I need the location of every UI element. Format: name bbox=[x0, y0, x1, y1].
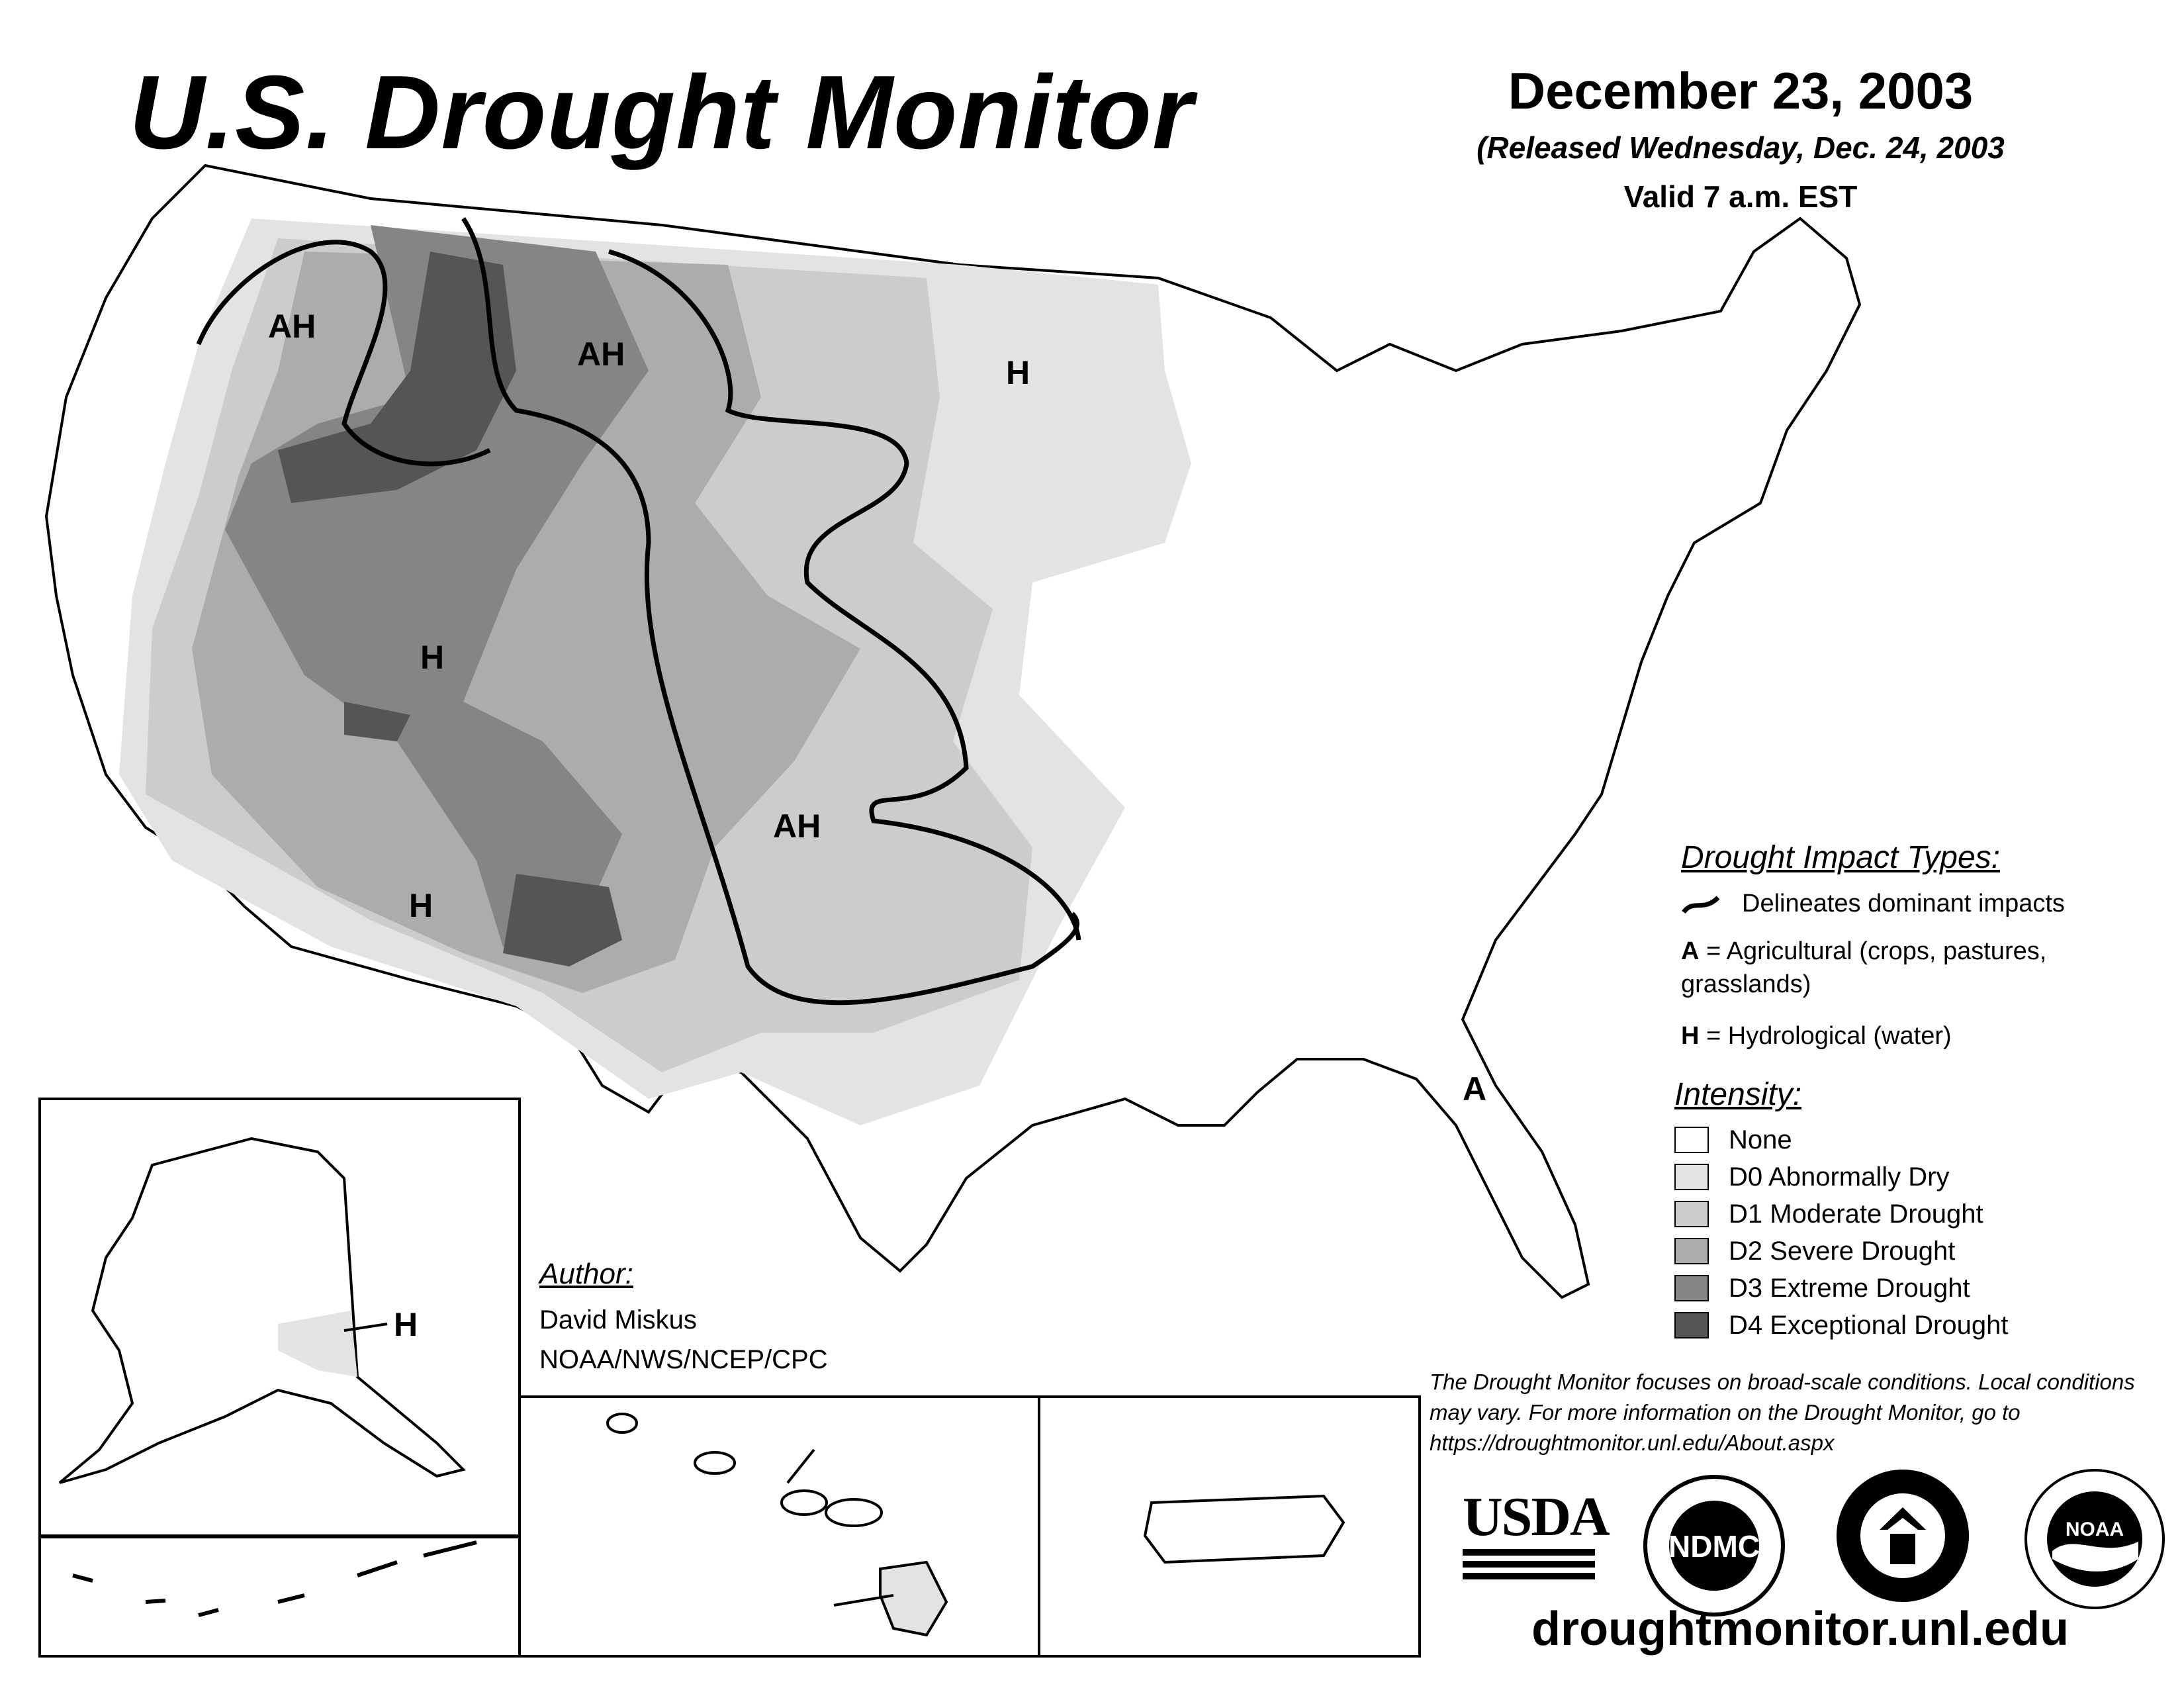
hydrological-code: H bbox=[1681, 1022, 1700, 1050]
legend-label-d0: D0 Abnormally Dry bbox=[1729, 1162, 1950, 1192]
label-h-arizona: H bbox=[409, 887, 433, 924]
legend-row-d1: D1 Moderate Drought bbox=[1674, 1198, 1983, 1230]
map-title: U.S. Drought Monitor bbox=[129, 54, 1194, 171]
noaa-logo: NOAA bbox=[2025, 1469, 2165, 1609]
label-h-minnesota: H bbox=[1006, 354, 1030, 391]
map-date: December 23, 2003 bbox=[1508, 62, 1974, 120]
website-url: droughtmonitor.unl.edu bbox=[1531, 1603, 2069, 1656]
ndmc-logo: NDMC bbox=[1643, 1475, 1785, 1617]
usda-logo: USDA bbox=[1463, 1486, 1610, 1582]
d3-area bbox=[225, 225, 649, 953]
puerto-rico-shape bbox=[1143, 1494, 1345, 1564]
valid-time: Valid 7 a.m. EST bbox=[1623, 179, 1858, 214]
label-a-florida: A bbox=[1463, 1070, 1486, 1107]
usda-logo-text: USDA bbox=[1463, 1486, 1610, 1548]
author-name: David Miskus bbox=[539, 1305, 697, 1335]
hawaii-pointer-2 bbox=[833, 1594, 894, 1607]
author-org: NOAA/NWS/NCEP/CPC bbox=[539, 1345, 828, 1374]
hydrological-label: = Hydrological (water) bbox=[1699, 1022, 1952, 1050]
delineates-label: Delineates dominant impacts bbox=[1742, 890, 2065, 917]
disclaimer-text: The Drought Monitor focuses on broad-sca… bbox=[1430, 1370, 2135, 1455]
svg-text:NDMC: NDMC bbox=[1668, 1529, 1760, 1564]
hawaii-inset bbox=[518, 1395, 1040, 1658]
aleutian-inset bbox=[38, 1536, 521, 1658]
author-heading: Author: bbox=[539, 1258, 633, 1290]
d4-area bbox=[278, 252, 622, 966]
label-ah-montana: AH bbox=[577, 336, 625, 373]
intensity-heading: Intensity: bbox=[1674, 1077, 1802, 1112]
legend-label-d3: D3 Extreme Drought bbox=[1729, 1273, 1970, 1303]
legend-swatch-d0 bbox=[1674, 1164, 1709, 1190]
impact-line-west bbox=[196, 240, 491, 467]
alaska-d0-area bbox=[278, 1311, 357, 1377]
impact-line-rockies bbox=[461, 217, 1079, 1006]
legend-swatch-none bbox=[1674, 1127, 1709, 1153]
legend-label-none: None bbox=[1729, 1125, 1792, 1154]
label-h-utah: H bbox=[420, 639, 444, 676]
agricultural-code: A bbox=[1681, 937, 1700, 965]
legend-label-d1: D1 Moderate Drought bbox=[1729, 1199, 1983, 1229]
legend-label-d2: D2 Severe Drought bbox=[1729, 1236, 1956, 1266]
legend-swatch-d1 bbox=[1674, 1201, 1709, 1227]
legend-row-d3: D3 Extreme Drought bbox=[1674, 1272, 1970, 1304]
legend-row-d2: D2 Severe Drought bbox=[1674, 1235, 1955, 1267]
legend-row-d4: D4 Exceptional Drought bbox=[1674, 1309, 2008, 1341]
hawaii-pointer-1 bbox=[786, 1448, 815, 1484]
impact-line-plains bbox=[608, 249, 1081, 941]
legend-row-none: None bbox=[1674, 1124, 1792, 1156]
legend-row-d0: D0 Abnormally Dry bbox=[1674, 1161, 1949, 1193]
label-h-alaska: H bbox=[394, 1306, 418, 1343]
legend-swatch-d3 bbox=[1674, 1275, 1709, 1301]
aleutian-islands bbox=[72, 1540, 477, 1617]
agricultural-label: = Agricultural (crops, pastures, bbox=[1699, 937, 2047, 965]
svg-text:NOAA: NOAA bbox=[2066, 1519, 2124, 1540]
commerce-seal bbox=[1837, 1470, 1969, 1602]
legend-swatch-d4 bbox=[1674, 1312, 1709, 1338]
agricultural-label-cont: grasslands) bbox=[1681, 970, 1811, 998]
impact-line-icon bbox=[1682, 896, 1720, 914]
impact-delineation-lines bbox=[196, 217, 1081, 1006]
alaska-shape bbox=[58, 1137, 466, 1484]
label-ah-pacific-nw: AH bbox=[268, 308, 316, 345]
legend-label-d4: D4 Exceptional Drought bbox=[1729, 1310, 2009, 1340]
hydrological-impact: H = Hydrological (water) bbox=[1681, 1022, 1952, 1051]
impact-types-heading: Drought Impact Types: bbox=[1681, 840, 2000, 875]
label-ah-oklahoma: AH bbox=[773, 808, 821, 845]
hawaii-islands bbox=[606, 1413, 948, 1637]
release-date: (Released Wednesday, Dec. 24, 2003 bbox=[1477, 130, 2005, 165]
agricultural-impact: A = Agricultural (crops, pastures, bbox=[1681, 937, 2046, 966]
legend-swatch-d2 bbox=[1674, 1238, 1709, 1264]
alaska-label-pointer bbox=[343, 1323, 388, 1332]
